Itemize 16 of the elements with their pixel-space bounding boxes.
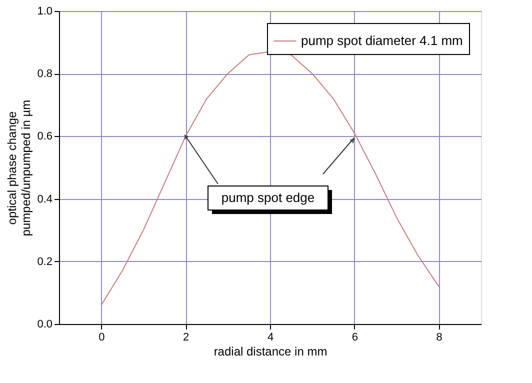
line-series <box>100 51 440 306</box>
y-tick-label: 0.0 <box>37 318 52 330</box>
x-tick-label: 0 <box>98 332 105 344</box>
x-tick-label: 8 <box>436 332 442 344</box>
legend-label: pump spot diameter 4.1 mm <box>301 33 463 48</box>
x-tick-label: 6 <box>352 332 358 344</box>
y-tick-label: 0.2 <box>37 256 52 268</box>
y-tick-label: 1.0 <box>37 6 52 18</box>
x-axis-title: radial distance in mm <box>214 344 328 358</box>
y-axis-title: optical phase change pumped/unpumped in µm <box>5 100 34 236</box>
y-tick-label: 0.6 <box>37 130 52 143</box>
y-tick-label: 0.4 <box>37 193 52 206</box>
y-tick-label: 0.8 <box>37 68 52 80</box>
annotation: pump spot edge <box>221 190 315 205</box>
x-tick-label: 2 <box>183 332 190 344</box>
x-tick-label: 4 <box>267 332 274 344</box>
